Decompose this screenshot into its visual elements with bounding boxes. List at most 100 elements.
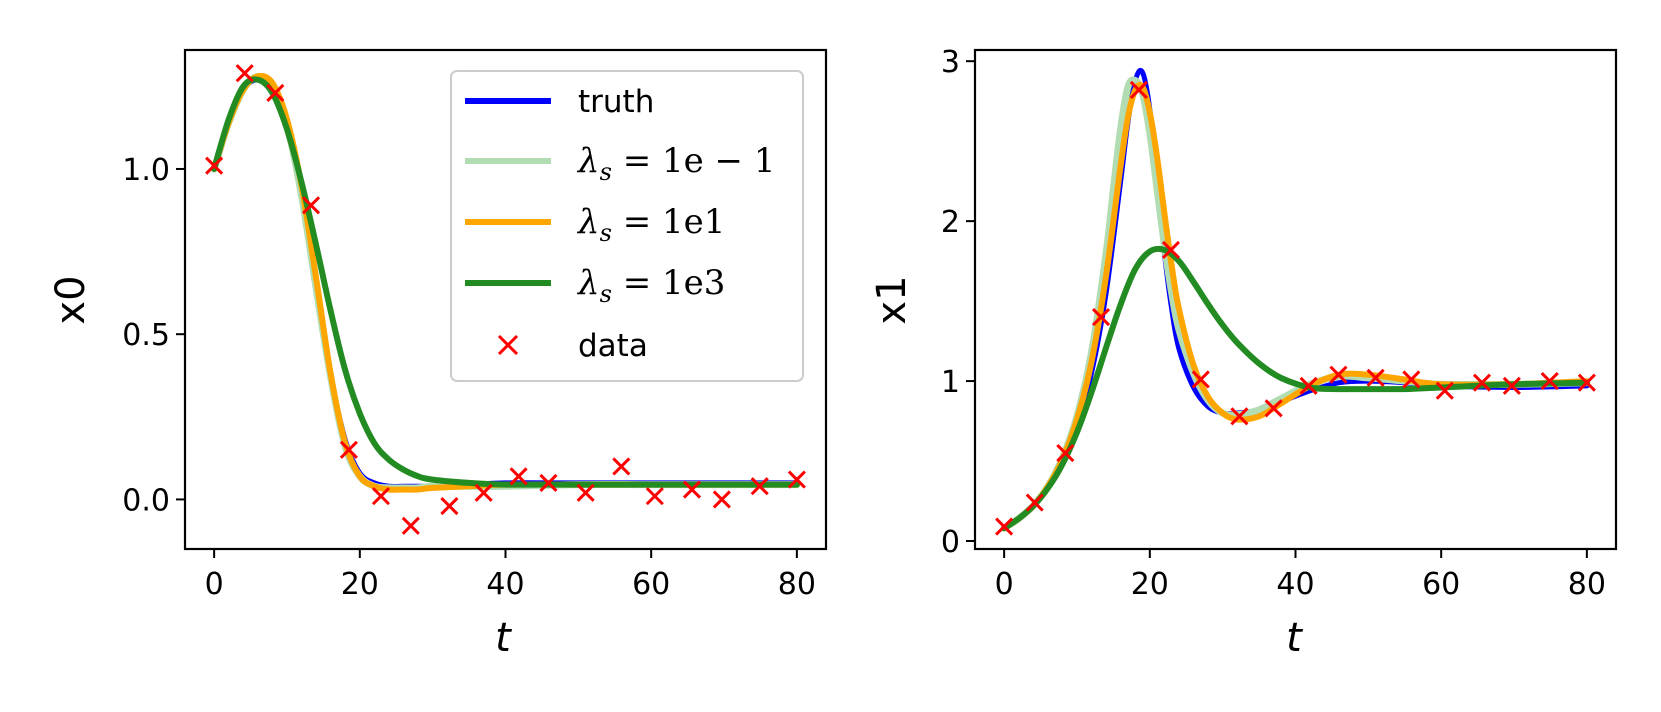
x1-series-2 (1001, 81, 1590, 532)
x0-data-point-13-stroke-b (645, 487, 664, 506)
x0-data-point-9 (509, 467, 528, 486)
x1-data-point-13-stroke-b (1435, 381, 1454, 400)
x0-data-point-8 (474, 483, 493, 502)
x1-ytick-label-0: 0 (941, 525, 960, 560)
x1-data-point-4-stroke-b (1129, 80, 1148, 100)
x0-data-point-13 (645, 487, 664, 506)
x1-data-point-13 (1435, 381, 1454, 400)
x1-data-point-7-stroke-b (1230, 407, 1249, 426)
x0-xtick-label-4: 80 (778, 567, 816, 602)
x1-data-point-8-stroke-b (1264, 399, 1283, 418)
x0-data-point-5 (371, 487, 391, 506)
x1-data-point-5-stroke-b (1161, 240, 1181, 259)
x1-xtick-label-1: 20 (1131, 567, 1169, 602)
x1-xtick-label-3: 60 (1422, 567, 1460, 602)
x0-data-point-16-stroke-b (750, 477, 769, 496)
x1-data-point-7 (1230, 407, 1249, 426)
x1-data-point-15-stroke-b (1502, 376, 1521, 395)
x0-data-point-5-stroke-b (371, 487, 391, 506)
x1-series-3 (1001, 245, 1590, 532)
x1-data-point-0 (995, 517, 1014, 536)
x0-data-point-0 (205, 156, 224, 175)
x0-data-point-12 (612, 457, 631, 476)
legend-label-3: λs = 1e3 (576, 263, 725, 308)
x1-data-point-6 (1191, 370, 1210, 389)
legend-label-0: truth (578, 84, 654, 120)
x0-data-point-0-stroke-b (205, 156, 224, 175)
x0-data-point-16 (750, 477, 769, 496)
legend-label-4: data (578, 328, 648, 364)
x1-data-point-10 (1329, 365, 1348, 384)
x0-data-point-14-stroke-b (682, 480, 702, 499)
x0-data-point-14 (682, 480, 702, 499)
x0-ytick-label-1: 0.5 (122, 318, 170, 353)
legend-label-1: λs = 1e − 1 (576, 141, 775, 186)
x1-data-point-0-stroke-b (995, 517, 1014, 536)
x0-data-point-7 (440, 496, 459, 516)
x1-data-point-1 (1025, 493, 1044, 512)
x1-data-point-3-stroke-b (1091, 308, 1111, 327)
x1-ytick-label-2: 2 (941, 205, 960, 240)
x1-data-point-5 (1161, 240, 1181, 259)
x1-data-point-17 (1577, 373, 1596, 392)
x1-data-point-16-stroke-b (1540, 372, 1559, 391)
x1-data-point-2 (1056, 443, 1075, 463)
x0-data-point-3-stroke-b (301, 196, 321, 215)
x0-data-point-15-stroke-b (712, 490, 731, 509)
x1-data-point-11 (1366, 368, 1385, 387)
x0-ylabel: x0 (48, 275, 94, 324)
x0-data-point-17-stroke-b (787, 470, 806, 489)
x0-data-point-7-stroke-b (440, 496, 459, 516)
x1-ytick-label-3: 3 (941, 45, 960, 80)
x1-ytick-label-1: 1 (941, 365, 960, 400)
legend-frame (450, 70, 804, 382)
x1-series-0 (1001, 67, 1590, 531)
x0-xtick-label-3: 60 (632, 567, 670, 602)
x1-data-point-11-stroke-b (1366, 368, 1385, 387)
x0-data-point-15 (712, 490, 731, 509)
chart-x1: x1 t 0 20 40 60 80 0 1 2 3 (869, 45, 1618, 661)
x1-ylabel: x1 (869, 275, 915, 324)
x1-data-point-8 (1264, 399, 1283, 418)
x1-xlabel: t (1286, 615, 1303, 661)
x0-data-point-10 (539, 473, 558, 492)
legend-swatch-4 (497, 334, 519, 356)
chart-x0: x0 t 0 20 40 60 80 0.0 0.5 1.0 (48, 48, 828, 661)
x0-data-point-4-stroke-b (339, 440, 358, 459)
x0-data-point-2 (266, 83, 285, 103)
x0-data-point-11-stroke-b (576, 483, 595, 502)
x0-data-point-1 (235, 64, 254, 83)
x0-ytick-label-0: 0.0 (122, 483, 170, 518)
x0-data-point-1-stroke-b (235, 64, 254, 83)
x1-xtick-label-0: 0 (995, 567, 1014, 602)
x1-data-point-12 (1402, 370, 1421, 389)
x1-data-point-12-stroke-b (1402, 370, 1421, 389)
x0-plot-area (205, 64, 806, 535)
x1-data-point-17-stroke-b (1577, 373, 1596, 392)
legend-swatch-4-stroke-b (497, 334, 519, 356)
x1-data-point-2-stroke-b (1056, 443, 1075, 463)
x1-data-point-9-stroke-b (1299, 376, 1318, 395)
x0-data-point-11 (576, 483, 595, 502)
x1-series-1 (1000, 76, 1591, 532)
x1-data-point-15 (1502, 376, 1521, 395)
x0-data-point-8-stroke-b (474, 483, 493, 502)
x0-data-point-12-stroke-b (612, 457, 631, 476)
x0-data-point-2-stroke-b (266, 83, 285, 103)
x1-xtick-label-4: 80 (1568, 567, 1606, 602)
x0-data-point-17 (787, 470, 806, 489)
x0-data-point-10-stroke-b (539, 473, 558, 492)
x0-xtick-label-0: 0 (205, 567, 224, 602)
x1-xtick-label-2: 40 (1276, 567, 1314, 602)
x1-data-point-1-stroke-b (1025, 493, 1044, 512)
x0-data-point-6 (401, 516, 420, 535)
x0-data-point-6-stroke-b (401, 516, 420, 535)
x0-xtick-label-2: 40 (486, 567, 524, 602)
x1-data-point-14 (1472, 373, 1492, 392)
legend-label-2: λs = 1e1 (576, 202, 725, 247)
x1-data-point-6-stroke-b (1191, 370, 1210, 389)
x1-data-point-9 (1299, 376, 1318, 395)
x1-data-point-3 (1091, 308, 1111, 327)
x0-data-point-9-stroke-b (509, 467, 528, 486)
